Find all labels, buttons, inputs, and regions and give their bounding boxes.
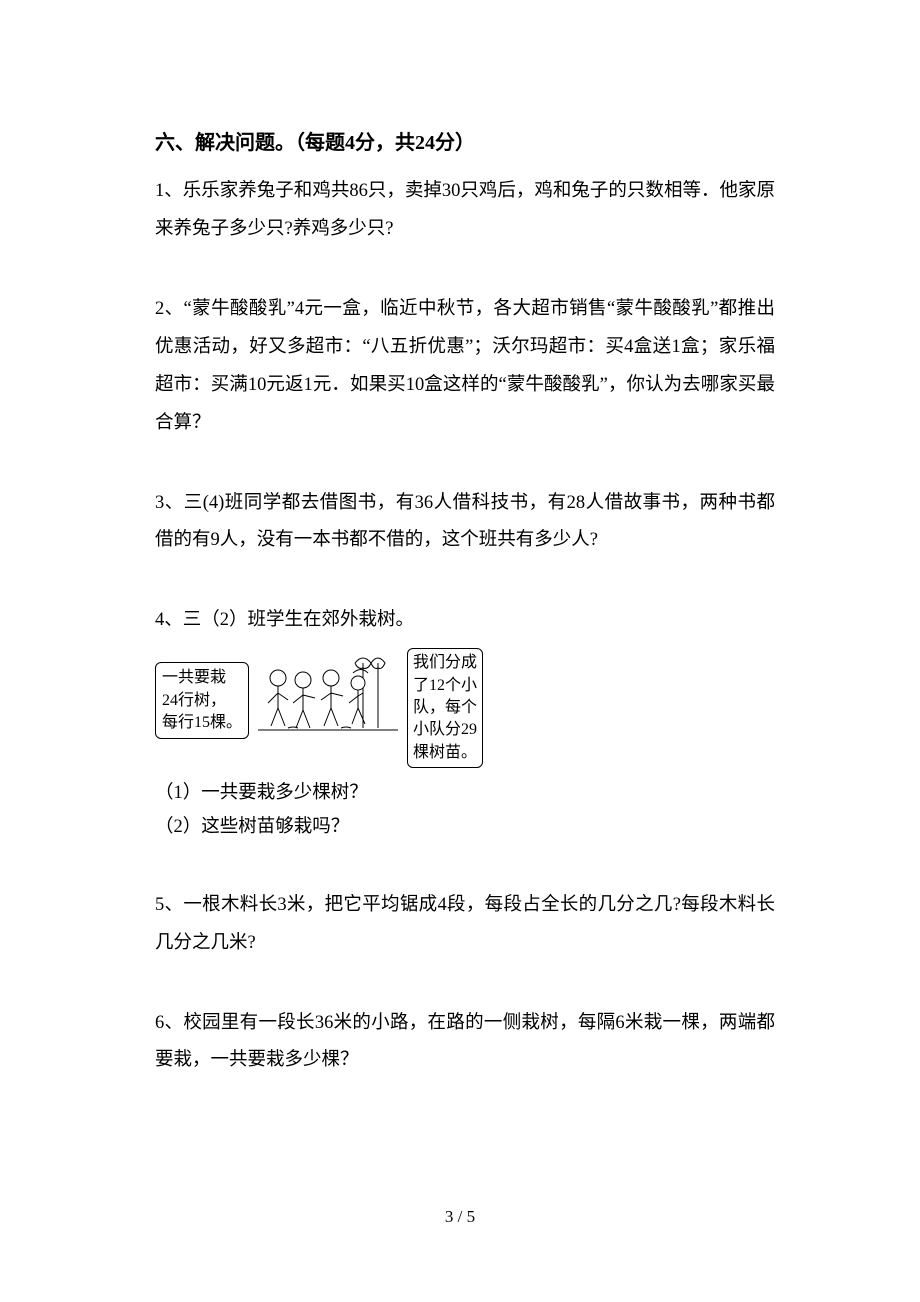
question-4-block: 4、三（2）班学生在郊外栽树。 一共要栽 24行树， 每行15棵。 [155, 602, 775, 844]
section-title: 六、解决问题。（每题4分，共24分） [155, 125, 775, 161]
speech-right-line5: 棵树苗。 [413, 742, 477, 764]
speech-right-line4: 小队分29 [413, 719, 477, 741]
question-5: 5、一根木料长3米，把它平均锯成4段，每段占全长的几分之几?每段木料长几分之几米… [155, 887, 775, 963]
speech-bubble-right: 我们分成 了12个小 队，每个 小队分29 棵树苗。 [407, 648, 483, 768]
speech-right-line3: 队，每个 [413, 697, 477, 719]
speech-left-line2: 24行树， [162, 690, 242, 712]
speech-bubble-left: 一共要栽 24行树， 每行15棵。 [155, 662, 249, 739]
question-4-sub1: （1）一共要栽多少棵树？ [155, 776, 775, 810]
question-4-sub2: （2）这些树苗够栽吗？ [155, 810, 775, 844]
question-4-intro: 4、三（2）班学生在郊外栽树。 [155, 602, 775, 640]
question-1: 1、乐乐家养兔子和鸡共86只，卖掉30只鸡后，鸡和兔子的只数相等．他家原来养兔子… [155, 173, 775, 249]
children-planting-drawing [253, 648, 403, 738]
question-6: 6、校园里有一段长36米的小路，在路的一侧栽树，每隔6米栽一棵，两端都要栽，一共… [155, 1005, 775, 1081]
question-3: 3、三(4)班同学都去借图书，有36人借科技书，有28人借故事书，两种书都借的有… [155, 485, 775, 561]
question-4-illustration: 一共要栽 24行树， 每行15棵。 [155, 648, 775, 768]
speech-right-line2: 了12个小 [413, 675, 477, 697]
speech-left-line3: 每行15棵。 [162, 712, 242, 734]
page-footer: 3 / 5 [0, 1207, 920, 1227]
question-2: 2、“蒙牛酸酸乳”4元一盒，临近中秋节，各大超市销售“蒙牛酸酸乳”都推出优惠活动… [155, 291, 775, 443]
speech-left-line1: 一共要栽 [162, 667, 242, 689]
speech-right-line1: 我们分成 [413, 652, 477, 674]
